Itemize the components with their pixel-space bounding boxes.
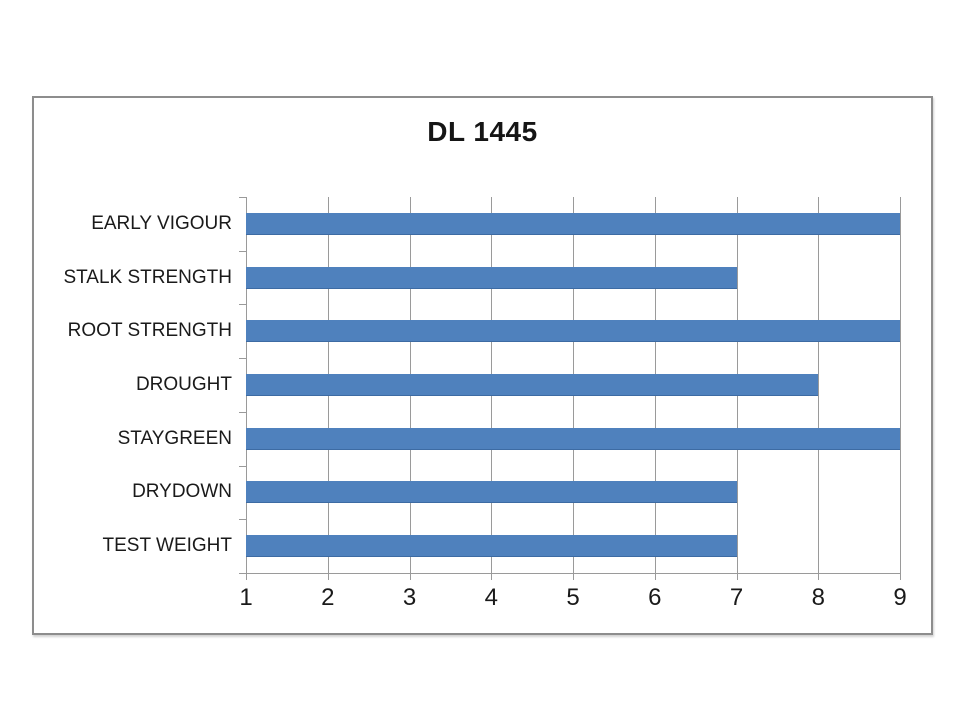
x-axis-tick [654, 573, 656, 580]
x-tick-label: 1 [239, 584, 253, 611]
y-axis-tick [239, 411, 246, 413]
category-label: STALK STRENGTH [63, 266, 232, 288]
y-axis-tick [239, 304, 246, 306]
category-label: STAYGREEN [117, 427, 232, 449]
x-tick-label: 4 [484, 584, 498, 611]
x-tick-label: 3 [402, 584, 417, 611]
x-tick-label: 5 [566, 584, 580, 611]
x-axis-tick [409, 573, 411, 580]
x-axis-tick [736, 573, 738, 580]
x-tick-label: 8 [811, 584, 825, 611]
x-tick-label: 9 [893, 584, 907, 611]
bar [246, 212, 900, 235]
bar [246, 266, 737, 289]
category-label: EARLY VIGOUR [91, 212, 232, 234]
category-label: TEST WEIGHT [102, 535, 232, 557]
x-axis-tick [246, 573, 247, 580]
chart-title: DL 1445 [427, 116, 538, 147]
x-axis-tick [818, 573, 820, 580]
x-axis-tick [327, 573, 329, 580]
x-tick-label: 7 [729, 584, 744, 611]
y-axis-tick [239, 573, 246, 574]
bar [246, 427, 900, 450]
x-axis-tick [573, 573, 574, 580]
x-axis-tick [491, 573, 493, 580]
y-axis-tick [239, 465, 246, 467]
category-label: ROOT STRENGTH [67, 320, 232, 342]
bar [246, 535, 737, 558]
bar [246, 374, 819, 396]
x-axis-tick [900, 573, 901, 580]
y-axis-tick [239, 358, 246, 360]
gridline [818, 197, 820, 573]
gridline [900, 197, 901, 573]
category-label: DROUGHT [135, 374, 232, 395]
bar [246, 481, 737, 504]
y-axis-tick [239, 250, 246, 252]
x-tick-label: 6 [648, 584, 662, 611]
x-tick-label: 2 [321, 584, 335, 611]
y-axis-tick [239, 519, 246, 521]
y-axis-tick [239, 197, 246, 198]
category-label: DRYDOWN [132, 481, 232, 503]
bar [246, 320, 900, 343]
x-axis-line [246, 573, 900, 574]
